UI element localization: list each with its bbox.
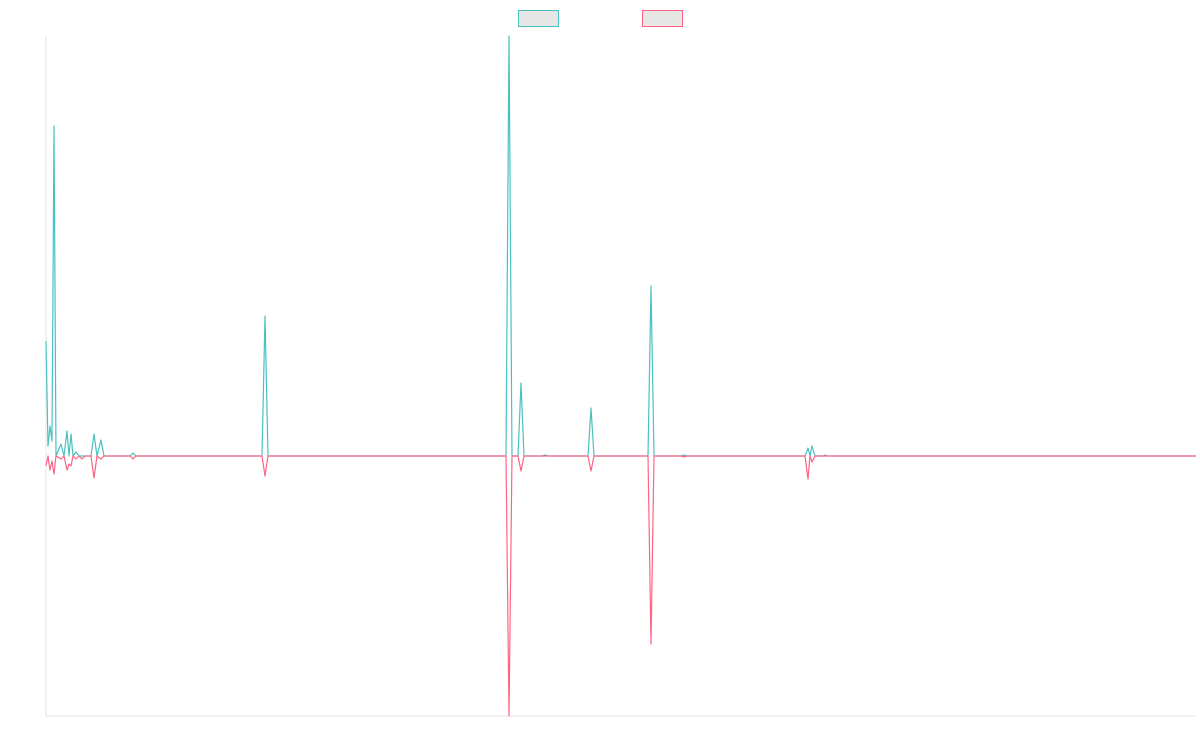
legend-item-2[interactable] xyxy=(642,10,683,27)
chart-legend xyxy=(518,10,683,27)
legend-item-1[interactable] xyxy=(518,10,559,27)
legend-swatch-2 xyxy=(642,10,683,27)
chart-axes xyxy=(45,36,1195,717)
series-line-1 xyxy=(45,35,1196,457)
legend-swatch-1 xyxy=(518,10,559,27)
plot-area xyxy=(45,35,1196,717)
series-line-2 xyxy=(45,455,1196,717)
